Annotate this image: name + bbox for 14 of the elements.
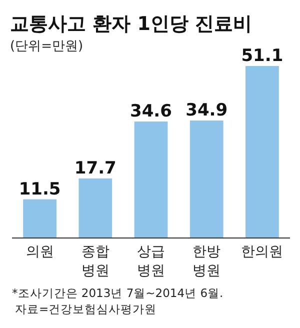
data-label: 17.7 — [74, 158, 116, 178]
x-tick-label: 상급병원 — [137, 244, 165, 279]
data-label: 11.5 — [18, 179, 61, 200]
x-tick-label: 의원 — [26, 244, 54, 260]
x-tick-label: 한의원 — [241, 244, 284, 260]
data-label: 51.1 — [241, 46, 284, 66]
data-label: 34.9 — [186, 100, 228, 121]
data-label: 34.6 — [130, 102, 172, 122]
x-tick-label: 한방병원 — [192, 244, 221, 279]
text: *조사기간은 2013년 7월~2014년 6월. — [12, 286, 224, 300]
chart-subtitle: (단위=만원) — [10, 39, 84, 54]
x-tick-label: 종합병원 — [81, 244, 110, 279]
chart-title: 교통사고 환자 1인당 진료비 — [10, 13, 252, 35]
text: 자료=건강보험심사평가원 — [15, 302, 157, 316]
